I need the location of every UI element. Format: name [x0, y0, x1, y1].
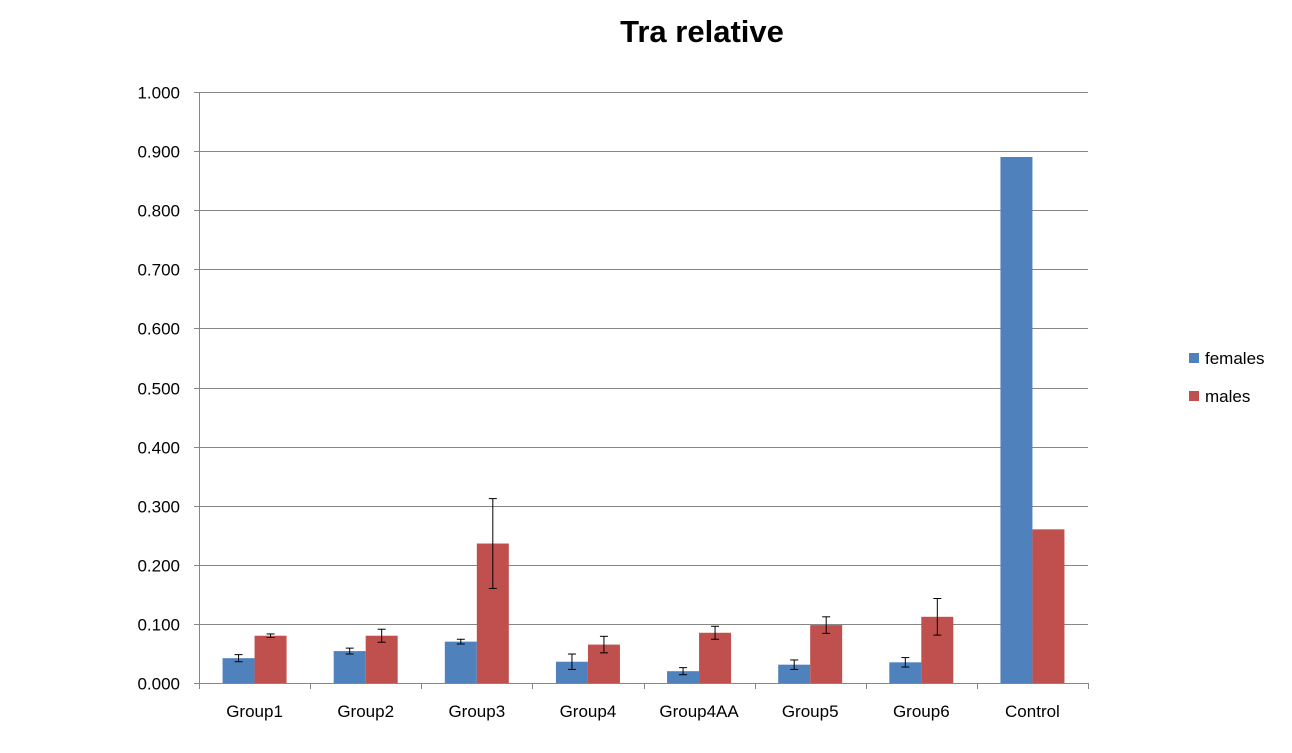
error-bar-females-Group1: [234, 654, 243, 663]
legend: females males: [1189, 349, 1265, 406]
y-tick-label: 0.600: [137, 320, 180, 339]
gridlines: [199, 92, 1088, 625]
bar-females-Group4: [555, 661, 588, 683]
y-tick-label: 1.000: [137, 84, 180, 103]
legend-label-males: males: [1205, 387, 1250, 406]
x-tick-label: Group2: [337, 702, 394, 721]
error-bar-females-Group2: [345, 647, 354, 655]
y-tick-label: 0.300: [137, 498, 180, 517]
y-tick-label: 0.900: [137, 143, 180, 162]
y-tick-label: 0.500: [137, 380, 180, 399]
error-bar-females-Group6: [901, 657, 910, 668]
error-bar-males-Group4AA: [711, 625, 720, 640]
error-bar-females-Group3: [456, 638, 465, 645]
error-bar-males-Group4: [599, 635, 608, 654]
bar-females-Group6: [889, 662, 922, 683]
y-tick-label: 0.200: [137, 557, 180, 576]
x-tick-label: Group4: [560, 702, 617, 721]
bar-females-Group2: [333, 651, 366, 683]
bar-females-Group5: [778, 664, 811, 683]
y-tick-label: 0.700: [137, 261, 180, 280]
legend-swatch-females: [1189, 353, 1199, 363]
bar-females-Group1: [222, 658, 255, 683]
axes: [194, 92, 1089, 689]
bar-males-Group5: [810, 625, 843, 683]
error-bar-males-Group2: [377, 628, 386, 643]
y-tick-labels: 0.000 0.100 0.200 0.300 0.400 0.500 0.600 0.700…: [137, 84, 180, 694]
legend-swatch-males: [1189, 391, 1199, 401]
bars: [222, 157, 1065, 683]
error-bar-males-Group6: [933, 597, 942, 636]
y-tick-label: 0.000: [137, 675, 180, 694]
error-bar-males-Group3: [488, 498, 497, 589]
y-tick-label: 0.400: [137, 439, 180, 458]
bar-females-Control: [1000, 157, 1033, 683]
x-tick-label: Group5: [782, 702, 839, 721]
y-tick-label: 0.800: [137, 202, 180, 221]
legend-label-females: females: [1205, 349, 1265, 368]
x-tick-label: Group6: [893, 702, 950, 721]
x-tick-label: Group1: [226, 702, 283, 721]
x-tick-label: Group4AA: [659, 702, 739, 721]
bar-females-Group4AA: [667, 671, 700, 683]
bar-males-Group2: [365, 635, 398, 683]
bar-males-Group1: [254, 635, 287, 683]
x-tick-label: Group3: [448, 702, 505, 721]
error-bar-females-Group4AA: [679, 667, 688, 676]
error-bar-females-Group5: [790, 659, 799, 670]
error-bars: [234, 498, 942, 676]
bar-males-Control: [1032, 529, 1065, 683]
error-bar-females-Group4: [567, 653, 576, 670]
y-tick-label: 0.100: [137, 616, 180, 635]
error-bar-males-Group5: [822, 616, 831, 634]
error-bar-males-Group1: [266, 633, 275, 638]
x-tick-labels: Group1 Group2 Group3 Group4 Group4AA Group5 Gr…: [226, 702, 1060, 721]
chart-title: Tra relative: [620, 14, 784, 49]
x-tick-label: Control: [1005, 702, 1060, 721]
bar-males-Group4AA: [699, 632, 732, 683]
bar-females-Group3: [444, 641, 477, 683]
